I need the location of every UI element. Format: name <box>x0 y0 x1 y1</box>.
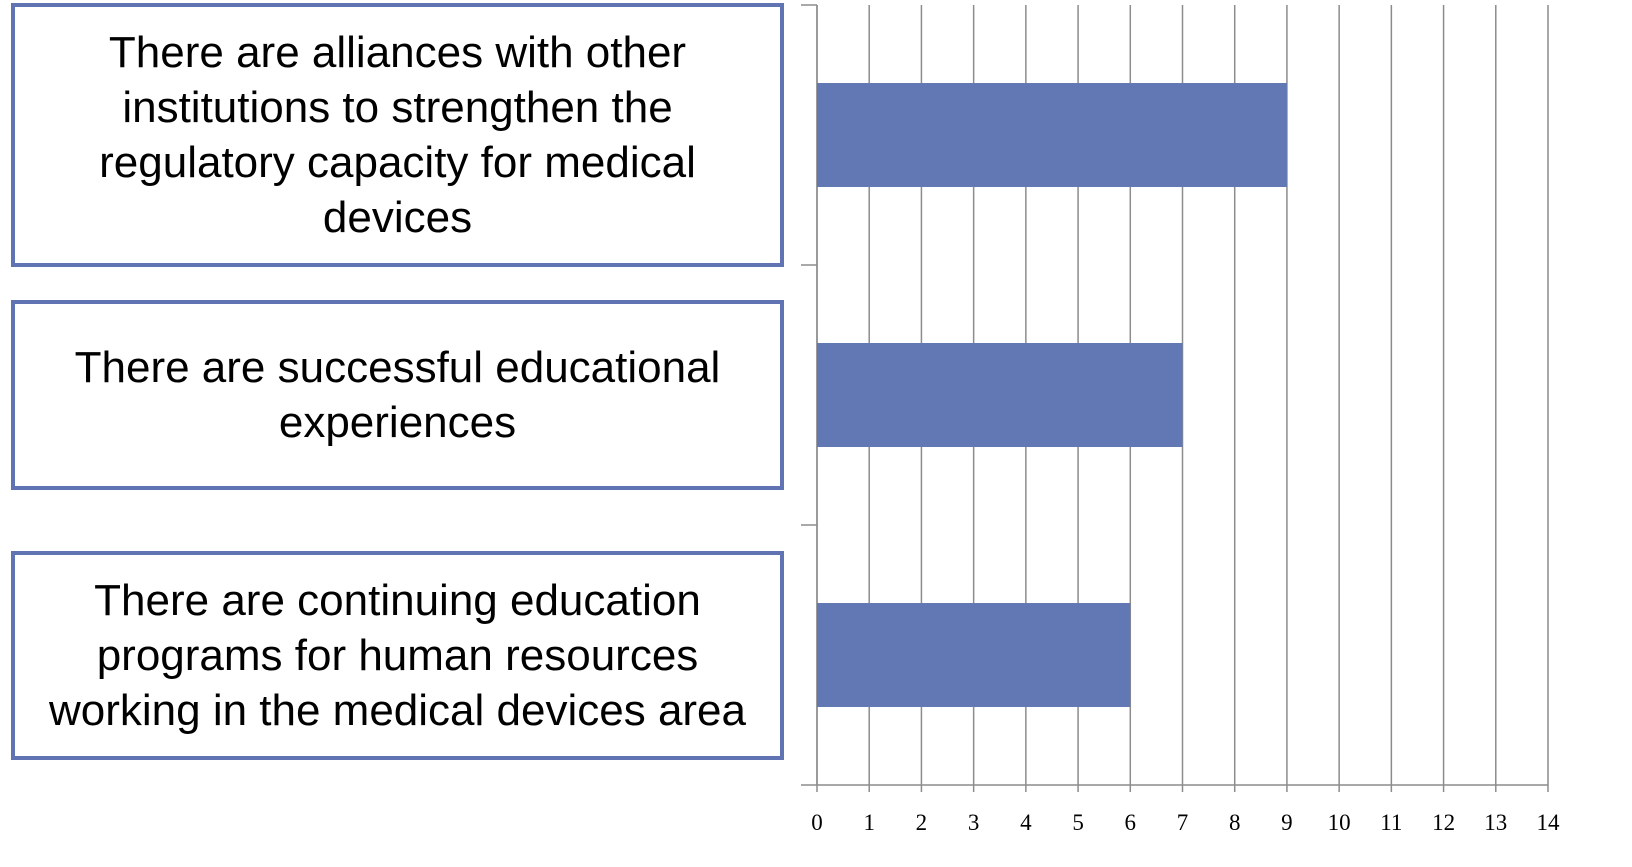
x-tick-label: 13 <box>1484 810 1507 835</box>
bar <box>817 603 1131 707</box>
category-label: There are alliances with other instituti… <box>11 3 784 267</box>
category-label: There are continuing education programs … <box>11 550 784 760</box>
x-tick-label: 1 <box>863 810 875 835</box>
x-tick-label: 11 <box>1380 810 1402 835</box>
x-tick-label: 3 <box>968 810 980 835</box>
category-label: There are successful educational experie… <box>11 300 784 490</box>
x-tick-label: 4 <box>1020 810 1032 835</box>
x-tick-label: 7 <box>1177 810 1189 835</box>
x-tick-label: 8 <box>1229 810 1241 835</box>
x-tick-label: 14 <box>1537 810 1561 835</box>
x-tick-label: 2 <box>916 810 928 835</box>
x-tick-label: 12 <box>1432 810 1455 835</box>
x-tick-label: 6 <box>1125 810 1137 835</box>
x-tick-label: 0 <box>811 810 823 835</box>
x-tick-label: 5 <box>1072 810 1084 835</box>
bar <box>817 83 1287 187</box>
x-tick-label: 10 <box>1328 810 1351 835</box>
x-tick-label: 9 <box>1281 810 1293 835</box>
bar <box>817 343 1183 447</box>
